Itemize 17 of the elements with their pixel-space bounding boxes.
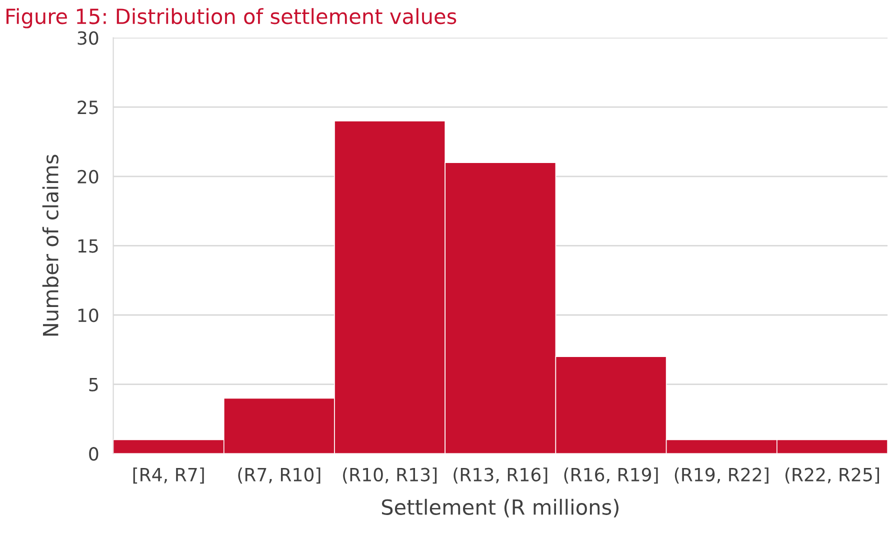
y-tick-label: 15 <box>78 239 98 253</box>
x-tick-label: (R16, R19] <box>564 467 658 484</box>
x-tick-label: (R22, R25] <box>785 467 879 484</box>
y-tick-label: 20 <box>78 170 98 184</box>
x-axis-title: Settlement (R millions) <box>382 498 618 518</box>
x-tick-label: (R13, R16] <box>454 467 548 484</box>
chart-title: Figure 15: Distribution of settlement values <box>6 8 456 28</box>
y-axis-title: Number of claims <box>42 154 58 336</box>
y-tick-label: 25 <box>78 100 98 114</box>
x-tick-label: (R10, R13] <box>343 467 437 484</box>
y-tick-label: 30 <box>78 31 98 45</box>
y-tick-label: 0 <box>89 447 98 461</box>
x-tick-label: (R7, R10] <box>238 467 320 484</box>
x-tick-label: [R4, R7] <box>133 467 204 484</box>
x-tick-label: (R19, R22] <box>674 467 768 484</box>
y-tick-label: 10 <box>78 308 98 322</box>
y-tick-label: 5 <box>89 378 98 392</box>
